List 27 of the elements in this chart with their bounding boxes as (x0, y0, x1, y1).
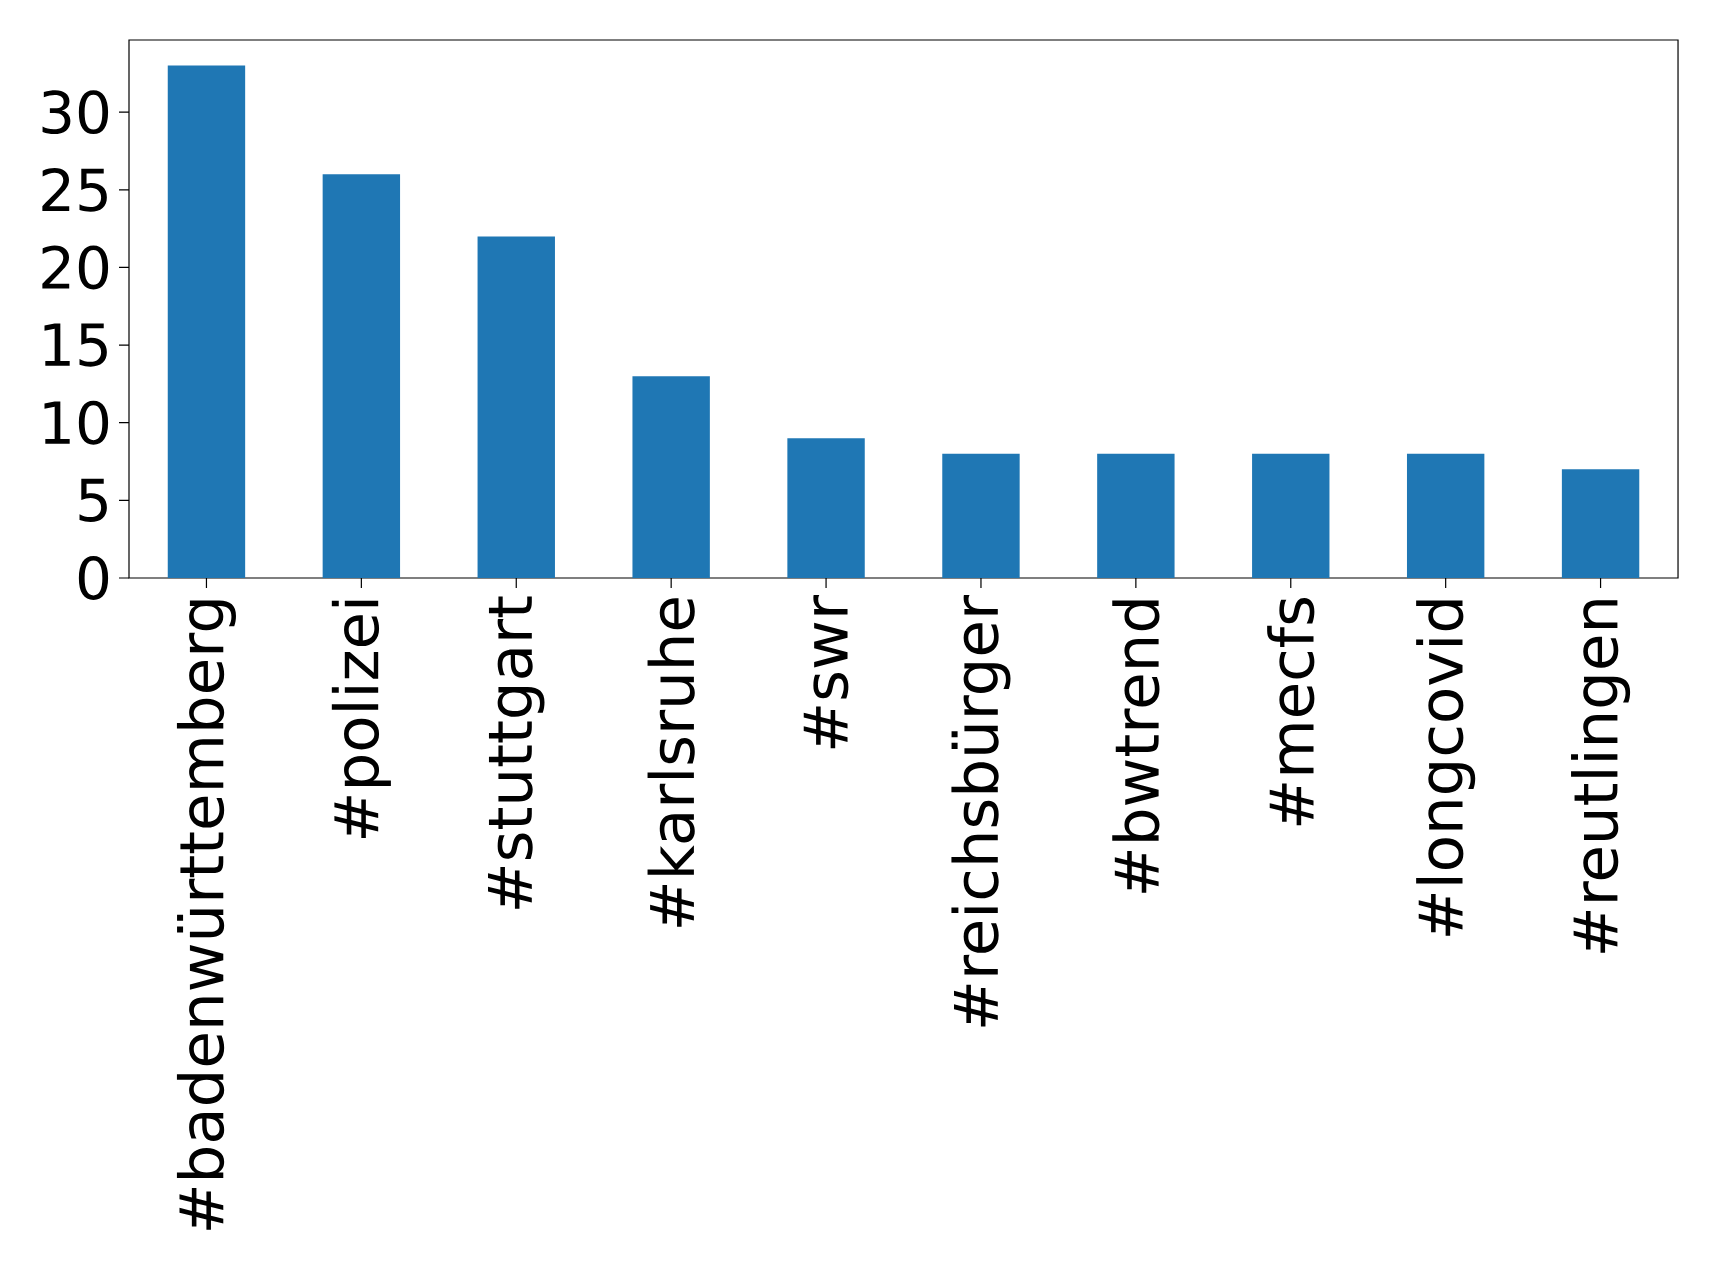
x-tick-label: #karlsruhe (647, 598, 695, 927)
bar (1097, 453, 1175, 578)
bar (1406, 453, 1485, 578)
x-tick-label: #mecfs (1267, 598, 1315, 826)
x-tick-label: #reichsbürger (951, 594, 1011, 1027)
x-tick-label: #reutlingen (1571, 600, 1631, 953)
bar (942, 453, 1020, 578)
bar (167, 65, 246, 578)
y-tick-label: 15 (44, 323, 107, 367)
bar (322, 174, 401, 578)
x-tick-label: #polizei (331, 600, 391, 838)
bar (1561, 469, 1640, 578)
bar (632, 376, 710, 578)
bar (1252, 453, 1330, 578)
x-tick-label: #longcovid (1416, 600, 1476, 936)
x-tick-label: #bwtrend (1112, 600, 1160, 893)
y-tick-label: 20 (42, 245, 109, 290)
y-tick-label: 5 (79, 478, 107, 522)
x-tick-label: #badenwürttemberg (176, 600, 236, 1230)
x-tick-label: #stuttgart (488, 596, 545, 909)
bar (477, 236, 555, 578)
x-tick-label: #swr (803, 595, 849, 749)
y-tick-label: 0 (78, 556, 109, 600)
y-tick-label: 30 (42, 90, 109, 135)
y-tick-label: 10 (44, 400, 109, 445)
y-tick-label: 25 (42, 167, 107, 212)
bar (787, 438, 865, 578)
